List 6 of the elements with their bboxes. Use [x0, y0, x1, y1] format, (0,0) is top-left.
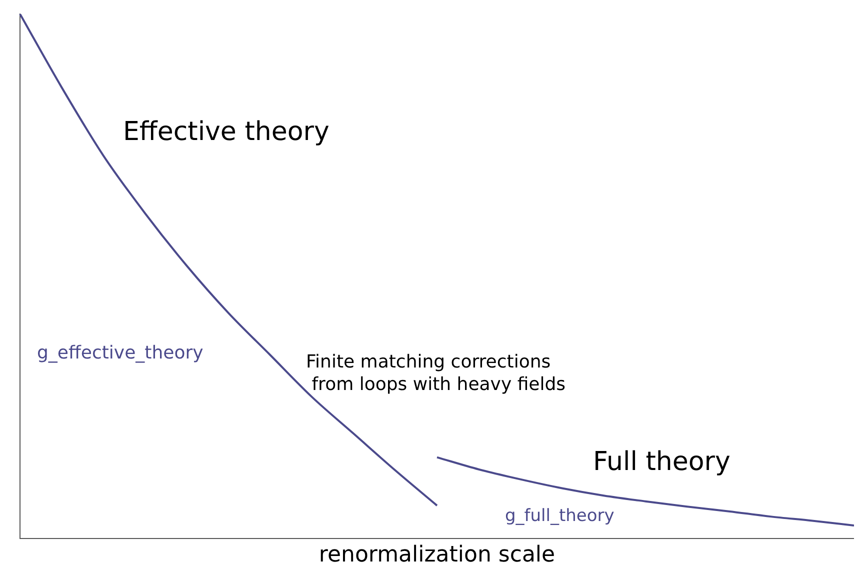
annotation: Full theory	[593, 446, 730, 477]
series-label: g_full_theory	[505, 506, 614, 526]
x-axis-title: renormalization scale	[318, 542, 556, 568]
annotation: Effective theory	[123, 116, 330, 147]
annotation: Finite matching corrections from loops with heavy fields	[306, 352, 566, 396]
text: g_effective_theory	[37, 342, 204, 364]
